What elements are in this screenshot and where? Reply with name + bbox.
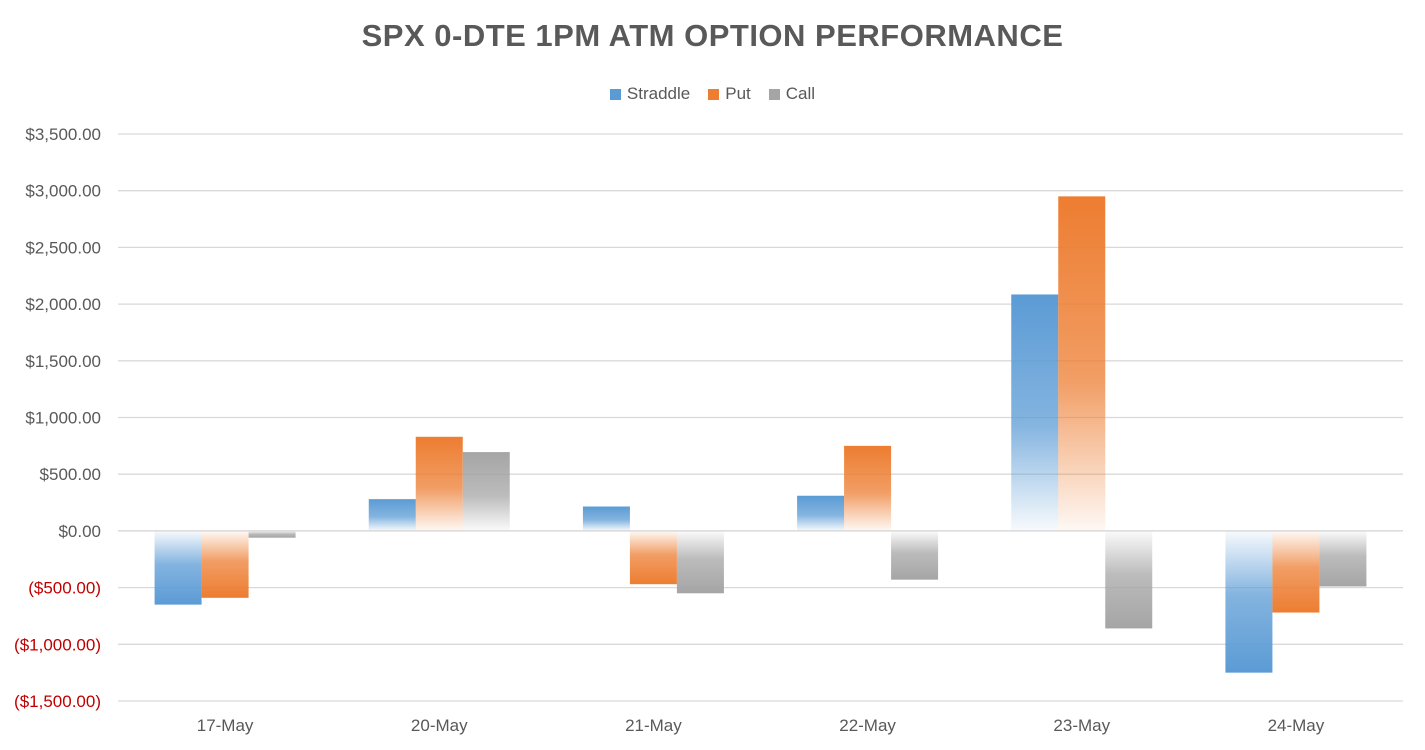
legend-item-put: Put	[708, 84, 751, 104]
bar-put-24-may	[1272, 530, 1320, 613]
legend-item-straddle: Straddle	[609, 84, 691, 104]
y-tick-label: $500.00	[40, 465, 101, 484]
y-tick-label: $1,000.00	[25, 409, 101, 428]
x-tick-label: 17-May	[197, 716, 254, 735]
bar-call-24-may	[1319, 530, 1367, 587]
y-tick-label: $2,500.00	[25, 238, 101, 257]
bar-straddle-20-may	[368, 499, 416, 531]
y-tick-label: $1,500.00	[25, 352, 101, 371]
bars	[154, 196, 1367, 673]
y-tick-label: $3,000.00	[25, 182, 101, 201]
y-axis-ticks: $3,500.00 $3,000.00 $2,500.00 $2,000.00 $1,5…	[14, 125, 101, 711]
gridlines	[118, 133, 1403, 702]
bar-straddle-22-may	[797, 495, 845, 531]
bar-put-20-may	[415, 436, 463, 531]
bar-straddle-24-may	[1225, 530, 1273, 673]
bar-call-20-may	[462, 452, 510, 531]
bar-put-21-may	[629, 530, 677, 585]
bar-call-23-may	[1105, 530, 1153, 629]
y-tick-label: ($1,500.00)	[14, 692, 101, 711]
legend-label: Call	[785, 84, 816, 103]
bar-straddle-21-may	[582, 506, 630, 531]
legend-swatch	[609, 88, 621, 100]
x-tick-label: 22-May	[839, 716, 896, 735]
x-tick-label: 23-May	[1053, 716, 1110, 735]
bar-straddle-17-may	[154, 530, 202, 605]
bar-call-22-may	[891, 530, 939, 580]
bar-put-22-may	[844, 445, 892, 531]
legend-swatch	[708, 88, 720, 100]
x-tick-label: 24-May	[1268, 716, 1325, 735]
bar-straddle-23-may	[1011, 294, 1059, 531]
y-tick-label: ($500.00)	[28, 579, 101, 598]
x-tick-label: 20-May	[411, 716, 468, 735]
bar-put-17-may	[201, 530, 249, 598]
bar-call-21-may	[676, 530, 724, 594]
y-tick-label: $2,000.00	[25, 295, 101, 314]
legend-item-call: Call	[768, 84, 816, 104]
y-tick-label: $0.00	[58, 522, 101, 541]
x-tick-label: 21-May	[625, 716, 682, 735]
legend: Straddle Put Call	[0, 84, 1425, 104]
legend-swatch	[768, 88, 780, 100]
y-tick-label: ($1,000.00)	[14, 635, 101, 654]
legend-label: Straddle	[626, 84, 691, 103]
y-tick-label: $3,500.00	[25, 125, 101, 144]
bar-put-23-may	[1058, 196, 1106, 531]
x-axis-ticks: 17-May 20-May 21-May 22-May 23-May 24-May	[197, 716, 1325, 735]
bar-call-17-may	[248, 530, 296, 538]
legend-label: Put	[725, 84, 751, 103]
chart-title: SPX 0-DTE 1PM ATM OPTION PERFORMANCE	[361, 18, 1064, 53]
